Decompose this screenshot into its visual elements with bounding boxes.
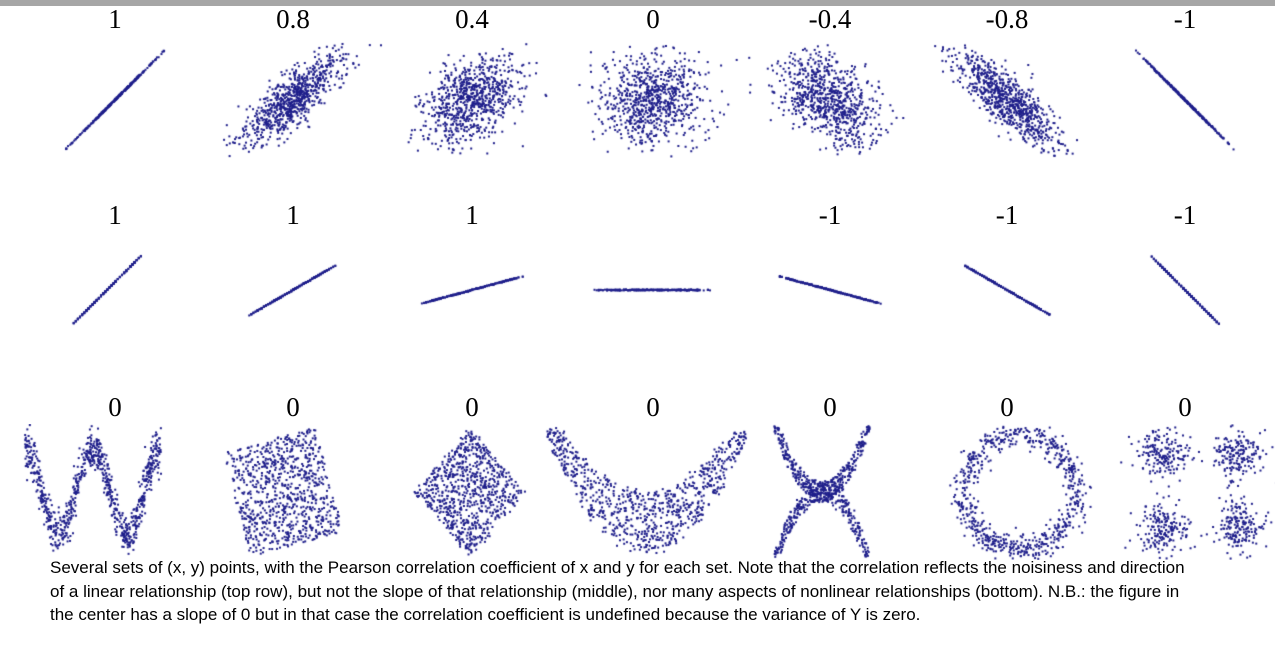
- scatter-panel-top-gaussian-cloud-6: [917, 42, 1097, 158]
- scatter-panel-bottom-rotated-square-2: [193, 424, 373, 560]
- scatter-panel-middle-dotted-line-1: [17, 245, 197, 335]
- correlation-coefficient-label: 0: [108, 392, 122, 422]
- correlation-coefficient-label: 1: [108, 200, 122, 230]
- scatter-panel-bottom-parabola-bowl-4: [532, 424, 762, 560]
- scatter-panel-top-gaussian-cloud-2: [203, 42, 383, 158]
- correlation-coefficient-label: 0: [646, 392, 660, 422]
- correlation-coefficient-label: -0.4: [808, 4, 852, 34]
- scatter-panel-middle-dotted-line-2: [203, 245, 383, 335]
- scatter-panel-bottom-ring-6: [930, 424, 1110, 560]
- figure-caption: Several sets of (x, y) points, with the …: [50, 556, 1260, 627]
- top-border-bar: [0, 0, 1275, 6]
- correlation-coefficient-label: 1: [108, 4, 122, 34]
- scatter-panel-middle-dotted-line-5: [740, 245, 920, 335]
- caption-line-3: the center has a slope of 0 but in that …: [50, 605, 921, 625]
- correlation-coefficient-label: 0: [286, 392, 300, 422]
- caption-line-1: Several sets of (x, y) points, with the …: [50, 558, 1185, 577]
- scatter-panel-top-gaussian-cloud-3: [382, 42, 562, 158]
- correlation-coefficient-label: 0: [465, 392, 479, 422]
- correlation-coefficient-label: 0: [823, 392, 837, 422]
- scatter-panel-top-gaussian-cloud-4: [563, 42, 743, 158]
- correlation-coefficient-label: -1: [1173, 200, 1197, 230]
- scatter-panel-middle-dotted-line-6: [917, 245, 1097, 335]
- scatter-panel-bottom-x-cross-5: [732, 424, 912, 560]
- caption-line-2: of a linear relationship (top row), but …: [50, 581, 1180, 601]
- correlation-coefficient-label: 0: [1178, 392, 1192, 422]
- scatter-panel-top-gaussian-cloud-5: [740, 42, 920, 158]
- scatter-panel-middle-dotted-line-3: [382, 245, 562, 335]
- scatter-panel-middle-dotted-line-4: [563, 245, 743, 335]
- correlation-coefficient-label: 0.8: [276, 4, 310, 34]
- scatter-panel-bottom-four-clusters-7: [1110, 424, 1275, 560]
- scatter-panel-top-perfect-line-1: [25, 42, 205, 158]
- correlation-coefficient-label: 0: [646, 4, 660, 34]
- correlation-coefficient-label: 1: [286, 200, 300, 230]
- correlation-coefficient-label: -1: [818, 200, 842, 230]
- correlation-coefficient-label: -1: [995, 200, 1019, 230]
- correlation-coefficient-label: 0: [1000, 392, 1014, 422]
- scatter-panel-bottom-diamond-3: [380, 424, 560, 560]
- correlation-coefficient-label: -0.8: [985, 4, 1029, 34]
- scatter-panel-bottom-cosine-wave-1: [3, 424, 183, 560]
- correlation-coefficient-label: 1: [465, 200, 479, 230]
- scatter-panel-middle-dotted-line-7: [1095, 245, 1275, 335]
- correlation-coefficient-label: -1: [1173, 4, 1197, 34]
- correlation-coefficient-label: 0.4: [455, 4, 489, 34]
- scatter-panel-top-perfect-line-7: [1095, 42, 1275, 158]
